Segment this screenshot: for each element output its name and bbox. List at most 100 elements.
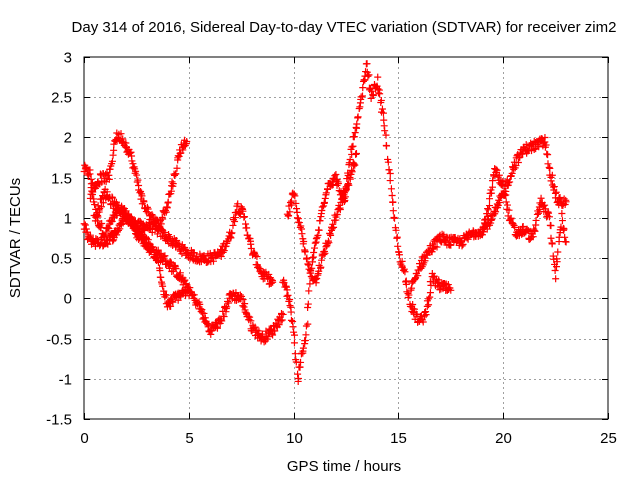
data-point [354,113,362,121]
data-point [277,317,285,325]
data-point [247,244,255,252]
data-point [417,264,425,272]
x-axis-title: GPS time / hours [287,458,401,475]
data-point [321,194,329,202]
data-point [103,188,111,196]
data-point [359,92,367,100]
series-track-c [86,129,191,235]
data-point [156,267,164,275]
data-point [507,172,515,180]
data-point [311,276,319,284]
data-point [148,211,156,219]
data-point [383,142,391,150]
data-point [129,160,137,168]
data-point [545,209,553,217]
data-point [161,291,169,299]
data-point [112,198,120,206]
y-tick-label: 2.5 [51,90,72,107]
data-point [91,201,99,209]
data-point [365,71,373,79]
data-point [353,120,361,128]
data-point [134,176,142,184]
axis-ticks: 0 5 10 15 20 25 -1.5 -1 -0.5 0 0.5 1 1.5 2 2.5 3 [46,50,617,448]
data-point [350,133,358,141]
data-point [508,169,516,177]
data-point [547,222,555,230]
data-point [536,205,544,213]
data-point [495,171,503,179]
data-point [104,240,112,248]
data-point [287,308,295,316]
data-point [481,222,489,230]
data-point [551,267,559,275]
data-point [125,213,133,221]
y-tick-label: 2 [64,130,72,147]
data-point [502,198,510,206]
data-point [321,249,329,257]
data-point [225,299,233,307]
data-point [426,293,434,301]
data-point [252,251,260,259]
data-point [303,254,311,262]
data-point [481,216,489,224]
data-point [419,318,427,326]
data-point [97,203,105,211]
data-point [401,268,409,276]
data-point [361,76,369,84]
data-point [213,324,221,332]
data-point [307,266,315,274]
data-point [544,151,552,159]
data-point [247,240,255,248]
data-point [311,239,319,247]
data-point [547,234,555,242]
series-track-d [90,185,193,311]
data-point [108,217,116,225]
data-point [562,238,570,246]
data-point [493,166,501,174]
data-point [239,295,247,303]
data-point [106,165,114,173]
data-point [104,224,112,232]
data-point [503,201,511,209]
data-point [425,301,433,309]
data-point [366,86,374,94]
data-point [223,303,231,311]
data-point [290,328,298,336]
data-point [377,96,385,104]
data-point [124,210,132,218]
data-point [169,180,177,188]
data-point [284,291,292,299]
data-point [155,227,163,235]
data-point [196,300,204,308]
data-point [558,209,566,217]
data-point [480,228,488,236]
x-tick-label: 10 [286,430,303,447]
data-point [253,253,261,261]
data-point [392,226,400,234]
data-point [552,188,560,196]
data-point [133,171,141,179]
x-tick-label: 5 [185,430,193,447]
data-point [422,311,430,319]
data-point [332,170,340,178]
data-point [426,289,434,297]
data-point [352,150,360,158]
data-point [411,305,419,313]
data-point [218,317,226,325]
data-point [376,90,384,98]
data-point [424,247,432,255]
data-point [499,178,507,186]
y-tick-label: 1.5 [51,171,72,188]
data-point [530,226,538,234]
data-point [562,198,570,206]
data-point [532,216,540,224]
data-point [510,165,518,173]
data-point [490,172,498,180]
data-point [359,84,367,92]
data-point [537,194,545,202]
data-point [318,256,326,264]
data-point [315,226,323,234]
data-point [302,331,310,339]
data-points [80,60,570,385]
data-point [547,177,555,185]
